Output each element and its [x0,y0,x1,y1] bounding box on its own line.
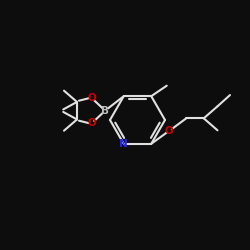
Text: O: O [88,118,96,128]
Text: O: O [165,126,173,136]
Text: N: N [120,139,128,149]
Text: B: B [101,106,109,116]
Text: O: O [88,93,96,103]
